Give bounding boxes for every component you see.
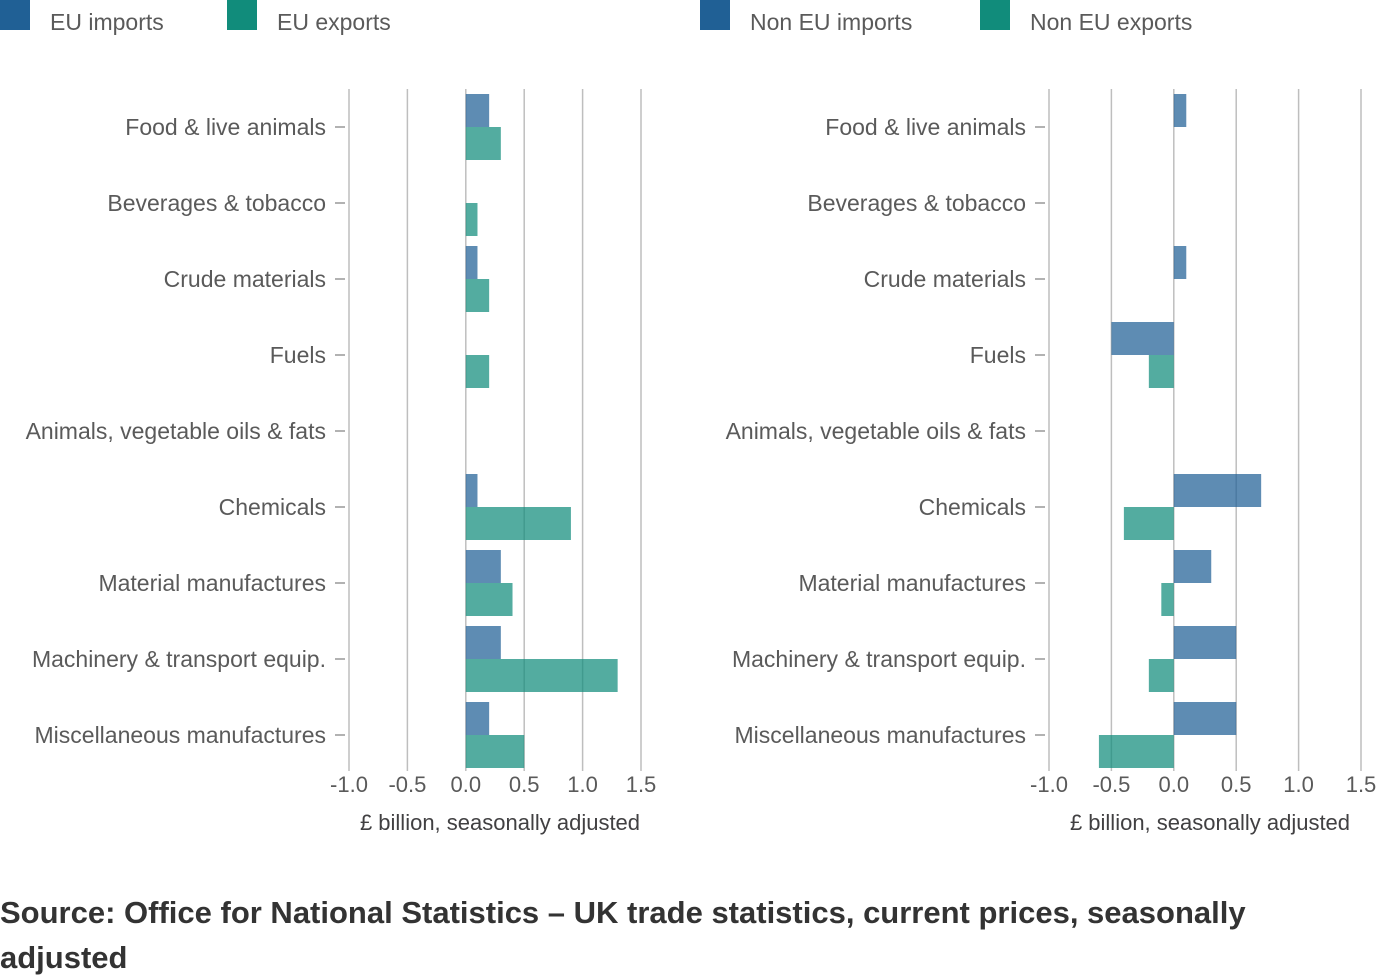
legend-swatch-imports [700, 0, 730, 30]
legend-swatch-exports [227, 0, 257, 30]
x-tick-label: 1.0 [567, 772, 598, 797]
bar-exports [1148, 659, 1174, 692]
category-label: Material manufactures [798, 570, 1026, 596]
bar-exports [465, 355, 490, 388]
bar-imports [1173, 94, 1187, 127]
category-label: Beverages & tobacco [107, 190, 326, 216]
category-label: Fuels [970, 342, 1026, 368]
x-tick-label: -0.5 [1092, 772, 1130, 797]
category-label: Miscellaneous manufactures [735, 722, 1026, 748]
bar-exports [465, 659, 618, 692]
legend-swatch-imports [0, 0, 30, 30]
bar-imports [1173, 626, 1237, 659]
category-label: Food & live animals [825, 114, 1026, 140]
bar-imports [465, 246, 478, 279]
chart-canvas: EU imports EU exports -1.0 -0.5 0.0 0.5 1.0 1.5… [0, 0, 1376, 835]
bar-imports [1173, 550, 1212, 583]
category-label: Chemicals [219, 494, 326, 520]
legend-label-imports: Non EU imports [750, 9, 912, 35]
category-label: Animals, vegetable oils & fats [26, 418, 326, 444]
bar-imports [465, 550, 501, 583]
bar-exports [465, 507, 571, 540]
x-axis-title: £ billion, seasonally adjusted [360, 810, 640, 835]
bar-imports [465, 626, 501, 659]
x-tick-label: 1.5 [626, 772, 657, 797]
source-note: Source: Office for National Statistics –… [0, 895, 1246, 975]
x-tick-label: -1.0 [1030, 772, 1068, 797]
bar-exports [465, 583, 513, 616]
category-label: Crude materials [164, 266, 326, 292]
bar-imports [1173, 702, 1237, 735]
category-label: Material manufactures [98, 570, 326, 596]
x-tick-label: -1.0 [330, 772, 368, 797]
x-tick-label: -0.5 [388, 772, 426, 797]
bar-imports [1173, 246, 1187, 279]
category-label: Animals, vegetable oils & fats [726, 418, 1026, 444]
category-label: Crude materials [864, 266, 1026, 292]
bar-imports [1111, 322, 1174, 355]
bar-exports [465, 279, 490, 312]
bar-exports [1123, 507, 1174, 540]
bar-exports [1161, 583, 1174, 616]
x-tick-label: 1.0 [1283, 772, 1314, 797]
legend-swatch-exports [980, 0, 1010, 30]
legend-label-exports: Non EU exports [1030, 9, 1192, 35]
bar-imports [465, 474, 478, 507]
category-label: Machinery & transport equip. [732, 646, 1026, 672]
category-label: Food & live animals [125, 114, 326, 140]
x-tick-label: 1.5 [1346, 772, 1377, 797]
category-label: Beverages & tobacco [807, 190, 1026, 216]
x-tick-label: 0.5 [1221, 772, 1252, 797]
bar-imports [1173, 474, 1262, 507]
bar-exports [465, 127, 501, 160]
bar-imports [465, 94, 490, 127]
bar-exports [1148, 355, 1174, 388]
bar-exports [465, 203, 478, 236]
category-label: Chemicals [919, 494, 1026, 520]
bar-exports [465, 735, 525, 768]
chart-panel-2: Non EU imports Non EU exports -1.0 -0.5 0.0 0… [700, 0, 1376, 835]
category-label: Fuels [270, 342, 326, 368]
legend-label-exports: EU exports [277, 9, 391, 35]
x-axis-title: £ billion, seasonally adjusted [1070, 810, 1350, 835]
x-tick-label: 0.5 [509, 772, 540, 797]
chart-panel-1: EU imports EU exports -1.0 -0.5 0.0 0.5 1.0 1.5… [0, 0, 656, 835]
legend-label-imports: EU imports [50, 9, 164, 35]
bar-exports [1098, 735, 1174, 768]
x-tick-label: 0.0 [451, 772, 482, 797]
category-label: Miscellaneous manufactures [35, 722, 326, 748]
category-label: Machinery & transport equip. [32, 646, 326, 672]
x-tick-label: 0.0 [1159, 772, 1190, 797]
bar-imports [465, 702, 490, 735]
